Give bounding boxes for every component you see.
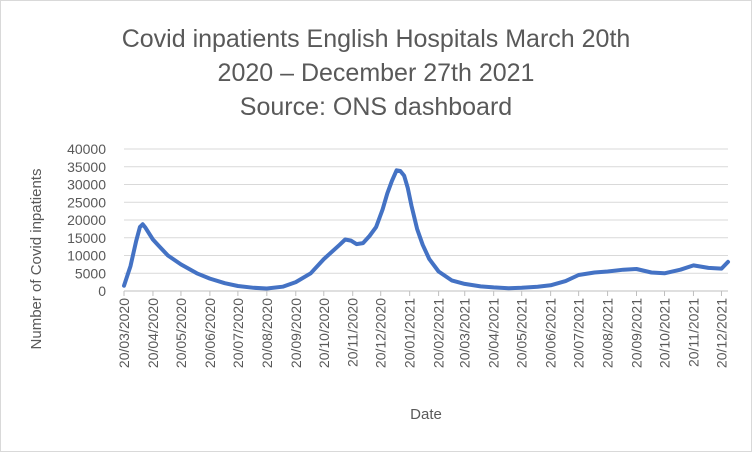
- x-tick-label: 20/06/2020: [202, 298, 218, 368]
- x-tick-label: 20/04/2021: [486, 298, 502, 368]
- x-tick-label: 20/10/2020: [316, 298, 332, 368]
- x-tick-label: 20/04/2020: [145, 298, 161, 368]
- x-tick-label: 20/01/2021: [402, 298, 418, 368]
- chart-title-line-1: Covid inpatients English Hospitals March…: [121, 25, 631, 53]
- x-tick-label: 20/12/2020: [373, 298, 389, 368]
- y-tick-label: 0: [98, 283, 106, 299]
- x-tick-label: 20/06/2021: [543, 298, 559, 368]
- x-tick-label: 20/09/2020: [288, 298, 304, 368]
- y-axis-title: Number of Covid inpatients: [28, 169, 45, 350]
- x-tick-label: 20/10/2021: [657, 298, 673, 368]
- x-tick-label: 20/11/2021: [685, 298, 701, 367]
- y-tick-label: 20000: [67, 212, 106, 228]
- x-tick-label: 20/03/2020: [116, 298, 132, 368]
- x-tick-label: 20/12/2021: [713, 298, 729, 368]
- x-tick-label: 20/11/2020: [345, 298, 361, 367]
- x-tick-label: 20/07/2021: [571, 298, 587, 368]
- x-tick-label: 20/08/2020: [259, 298, 275, 368]
- y-tick-label: 15000: [67, 230, 106, 246]
- y-tick-label: 25000: [67, 194, 106, 210]
- y-tick-label: 40000: [67, 141, 106, 157]
- x-tick-label: 20/05/2021: [514, 298, 530, 368]
- y-tick-label: 30000: [67, 177, 106, 193]
- y-tick-label: 5000: [75, 265, 106, 281]
- series-line: [122, 168, 730, 291]
- x-tick-label: 20/02/2021: [431, 298, 447, 368]
- chart-title-line-3: Source: ONS dashboard: [239, 93, 513, 121]
- x-tick-label: 20/07/2020: [230, 298, 246, 368]
- y-tick-label: 10000: [67, 248, 106, 264]
- y-tick-label: 35000: [67, 159, 106, 175]
- chart-title-line-2: 2020 – December 27th 2021: [217, 59, 535, 87]
- x-tick-label: 20/09/2021: [629, 298, 645, 368]
- x-tick-label: 20/08/2021: [600, 298, 616, 368]
- x-tick-label: 20/05/2020: [173, 298, 189, 368]
- x-axis-title: Date: [410, 406, 442, 423]
- x-tick-label: 20/03/2021: [457, 298, 473, 368]
